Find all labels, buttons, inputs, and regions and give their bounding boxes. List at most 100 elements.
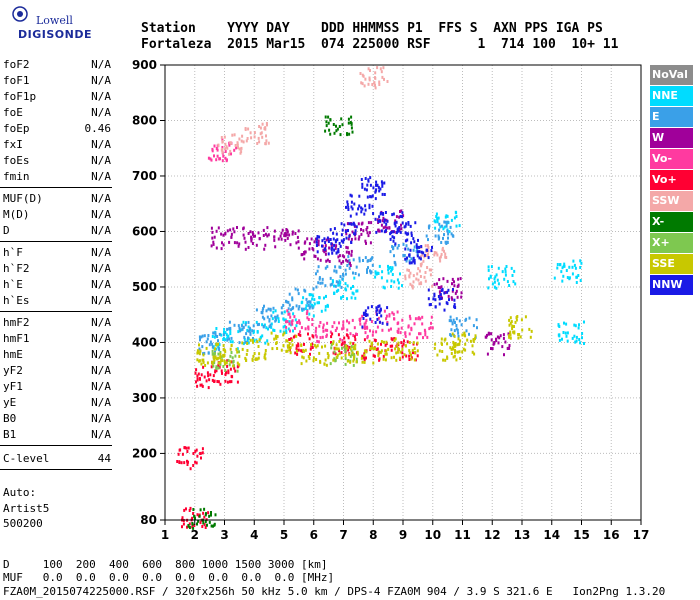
data-point: [352, 342, 355, 346]
data-point: [270, 331, 273, 335]
data-point: [447, 294, 450, 298]
data-point: [413, 347, 416, 351]
data-point: [303, 252, 306, 256]
data-point: [376, 325, 379, 329]
data-point: [186, 463, 189, 466]
legend-item: NoVal: [650, 65, 693, 85]
data-point: [324, 266, 327, 270]
data-point: [334, 284, 337, 288]
data-point: [491, 347, 494, 351]
data-point: [238, 326, 241, 330]
data-point: [338, 254, 341, 258]
data-point: [219, 352, 222, 356]
data-point: [364, 77, 367, 81]
data-point: [201, 384, 204, 388]
data-point: [286, 236, 289, 240]
auto-artist: Artist5: [3, 502, 50, 515]
data-point: [289, 346, 292, 350]
data-point: [389, 237, 392, 241]
data-point: [294, 287, 297, 291]
x-tick-label: 3: [220, 528, 228, 542]
data-point: [325, 120, 328, 124]
legend-item: Vo+: [650, 170, 693, 190]
data-point: [360, 81, 363, 85]
data-point: [291, 230, 294, 234]
y-tick-label: 200: [132, 446, 157, 460]
data-point: [252, 324, 255, 328]
data-point: [353, 232, 356, 236]
data-point: [349, 121, 352, 124]
data-point: [452, 318, 455, 322]
data-point: [287, 327, 290, 331]
data-point: [196, 522, 198, 526]
data-point: [216, 148, 219, 152]
data-point: [348, 353, 351, 357]
data-point: [320, 309, 323, 313]
data-point: [371, 263, 374, 267]
data-point: [236, 365, 239, 369]
data-point: [371, 333, 374, 337]
data-point: [339, 133, 342, 137]
data-point: [245, 139, 248, 143]
data-point: [276, 335, 279, 339]
param-value: N/A: [91, 348, 111, 361]
data-point: [359, 72, 362, 75]
data-point: [297, 246, 300, 250]
data-point: [315, 272, 317, 276]
param-row: yF1 N/A: [3, 380, 111, 396]
data-point: [351, 353, 353, 357]
data-point: [368, 231, 371, 235]
data-point: [199, 349, 202, 353]
data-point: [353, 276, 356, 280]
data-point: [298, 319, 301, 323]
data-point: [392, 239, 395, 243]
data-point: [277, 237, 280, 241]
data-point: [255, 243, 258, 247]
data-point: [288, 348, 291, 351]
data-point: [327, 356, 330, 360]
data-point: [246, 137, 249, 140]
data-point: [276, 314, 279, 318]
data-point: [282, 344, 285, 348]
data-point: [368, 204, 371, 208]
data-point: [206, 523, 208, 527]
data-point: [376, 308, 379, 312]
data-point: [436, 353, 439, 357]
data-point: [316, 250, 319, 254]
data-point: [580, 261, 583, 265]
data-point: [335, 232, 338, 236]
data-point: [410, 326, 413, 330]
data-point: [438, 290, 441, 294]
data-point: [408, 253, 411, 257]
data-point: [556, 266, 559, 270]
data-point: [374, 321, 377, 324]
data-point: [215, 327, 218, 330]
data-point: [236, 369, 239, 373]
data-point: [383, 340, 385, 344]
data-point: [262, 228, 265, 232]
data-point: [241, 327, 244, 331]
data-point: [349, 354, 352, 358]
data-point: [442, 227, 445, 231]
data-point: [363, 84, 366, 88]
data-point: [334, 329, 337, 332]
data-point: [371, 204, 374, 208]
data-point: [579, 279, 582, 282]
data-point: [248, 329, 251, 333]
data-point: [387, 271, 390, 275]
data-point: [410, 231, 413, 235]
data-point: [347, 208, 350, 211]
data-point: [192, 508, 195, 511]
data-point: [183, 461, 186, 465]
data-point: [414, 358, 417, 362]
data-point: [258, 125, 261, 128]
data-point: [300, 253, 303, 257]
data-point: [446, 214, 449, 218]
data-point: [329, 228, 332, 232]
data-point: [242, 227, 245, 231]
data-point: [311, 323, 314, 327]
data-point: [221, 146, 224, 149]
data-point: [199, 521, 202, 525]
data-point: [451, 297, 454, 301]
data-point: [258, 140, 261, 144]
